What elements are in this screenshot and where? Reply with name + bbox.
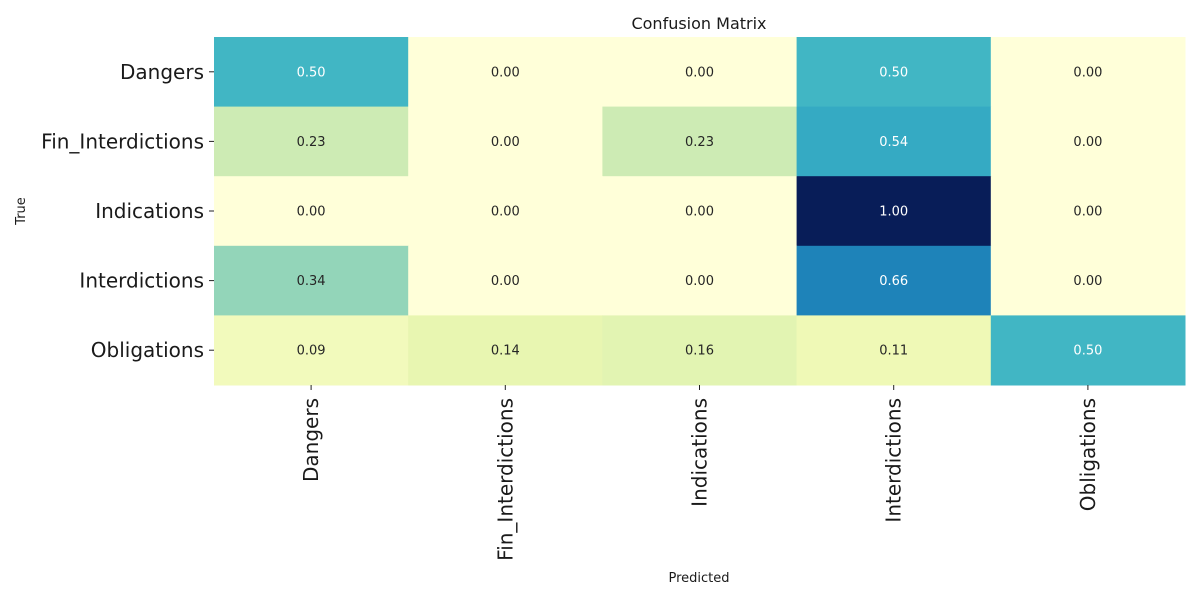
cell-annotation-0-2: 0.00 (685, 65, 714, 80)
cell-annotation-2-4: 0.00 (1073, 205, 1102, 220)
cell-annotation-4-1: 0.14 (491, 344, 520, 359)
heatmap-cell-2-2 (602, 176, 798, 247)
heatmap-cell-0-3 (796, 37, 992, 108)
heatmap-cell-0-4 (990, 37, 1186, 108)
heatmap-cell-3-0 (214, 245, 409, 316)
cell-annotation-1-4: 0.00 (1073, 135, 1102, 150)
heatmap-cell-1-3 (796, 106, 992, 177)
cell-annotation-1-3: 0.54 (879, 135, 908, 150)
heatmap-cell-3-2 (602, 245, 798, 316)
heatmap-cell-1-4 (990, 106, 1186, 177)
heatmap-cell-2-3 (796, 176, 992, 247)
heatmap-cell-1-0 (214, 106, 409, 177)
cell-annotation-4-2: 0.16 (685, 344, 714, 359)
heatmap-cell-0-0 (214, 37, 409, 108)
y-tick-label-0: Dangers (120, 60, 204, 84)
x-tick-label-1: Fin_Interdictions (493, 398, 517, 561)
heatmap-cell-4-3 (796, 315, 992, 386)
cell-annotation-3-0: 0.34 (297, 274, 326, 289)
cell-annotation-0-0: 0.50 (297, 65, 326, 80)
heatmap-cell-3-4 (990, 245, 1186, 316)
heatmap-cell-4-1 (408, 315, 603, 386)
x-axis-ticks: Dangers Fin_Interdictions Indications Inter… (299, 385, 1100, 561)
cell-annotation-4-4: 0.50 (1073, 344, 1102, 359)
cell-annotation-2-1: 0.00 (491, 205, 520, 220)
x-tick-label-0: Dangers (299, 398, 323, 482)
chart-title: Confusion Matrix (631, 14, 766, 33)
cell-annotation-3-3: 0.66 (879, 274, 908, 289)
x-tick-label-3: Interdictions (882, 398, 906, 523)
heatmap-cell-3-3 (796, 245, 992, 316)
y-axis-label: True (14, 197, 29, 226)
cell-annotation-3-1: 0.00 (491, 274, 520, 289)
cell-annotations: 0.50 0.00 0.00 0.50 0.00 0.23 0.00 0.23 0.54 0.00… (297, 65, 1103, 358)
cell-annotation-2-2: 0.00 (685, 205, 714, 220)
heatmap-cell-4-0 (214, 315, 409, 386)
cell-annotation-0-1: 0.00 (491, 65, 520, 80)
x-tick-label-2: Indications (688, 398, 712, 507)
y-tick-label-1: Fin_Interdictions (41, 129, 204, 153)
cell-annotation-4-3: 0.11 (879, 344, 908, 359)
cell-annotation-4-0: 0.09 (297, 344, 326, 359)
cell-annotation-0-3: 0.50 (879, 65, 908, 80)
x-tick-label-4: Obligations (1076, 398, 1100, 511)
cell-annotation-2-3: 1.00 (879, 205, 908, 220)
cell-annotation-1-0: 0.23 (297, 135, 326, 150)
cell-annotation-3-2: 0.00 (685, 274, 714, 289)
heatmap-cell-1-1 (408, 106, 603, 177)
cell-annotation-0-4: 0.00 (1073, 65, 1102, 80)
heatmap-cell-3-1 (408, 245, 603, 316)
cell-annotation-2-0: 0.00 (297, 205, 326, 220)
heatmap-cell-1-2 (602, 106, 798, 177)
y-axis-ticks: Dangers Fin_Interdictions Indications Inter… (41, 60, 214, 362)
y-tick-label-3: Interdictions (79, 269, 204, 293)
y-tick-label-2: Indications (95, 199, 204, 223)
heatmap-cell-4-2 (602, 315, 798, 386)
cell-annotation-1-1: 0.00 (491, 135, 520, 150)
heatmap-cell-4-4 (990, 315, 1186, 386)
heatmap-cells (214, 37, 1186, 386)
cell-annotation-3-4: 0.00 (1073, 274, 1102, 289)
heatmap-cell-0-1 (408, 37, 603, 108)
heatmap-cell-2-4 (990, 176, 1186, 247)
x-axis-label: Predicted (668, 571, 729, 586)
cell-annotation-1-2: 0.23 (685, 135, 714, 150)
heatmap-cell-0-2 (602, 37, 798, 108)
heatmap-cell-2-0 (214, 176, 409, 247)
y-tick-label-4: Obligations (91, 338, 204, 362)
heatmap-cell-2-1 (408, 176, 603, 247)
